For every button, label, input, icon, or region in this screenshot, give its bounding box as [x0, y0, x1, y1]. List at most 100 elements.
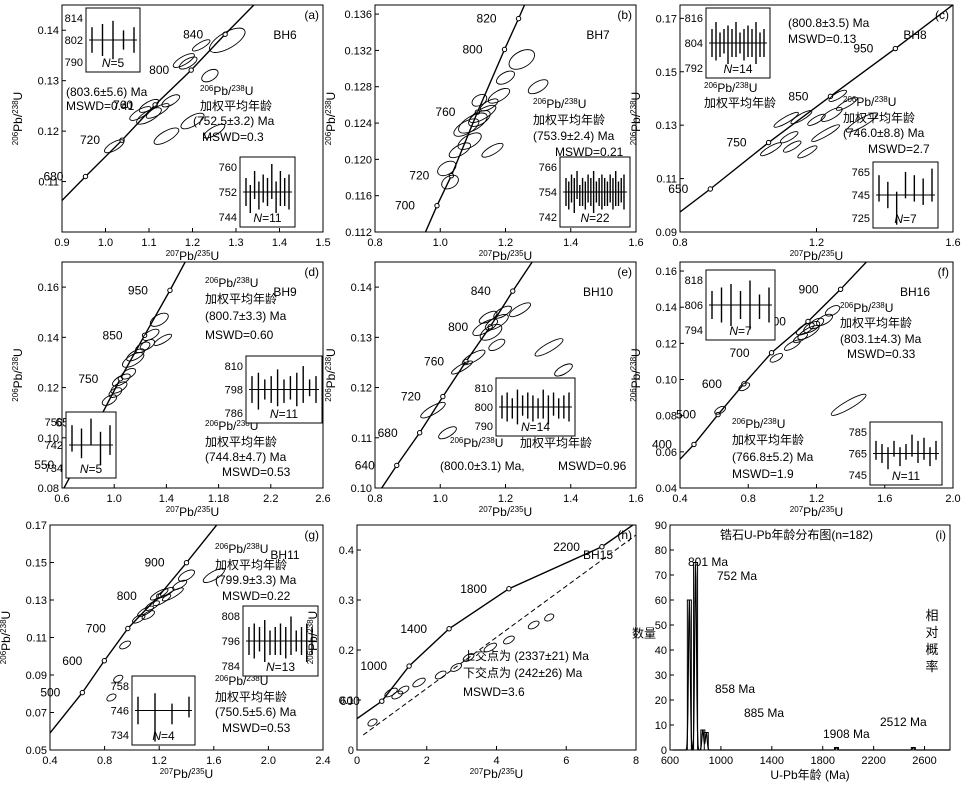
panel-f: 0.4 0.8 1.2 1.6 2.0 0.04 0.06 0.08 0.10 0.12 0.14 0…: [629, 261, 961, 520]
analysis-ellipse: [119, 640, 131, 650]
y-tick-label: 80: [655, 545, 667, 557]
annotation-label: 206Pb/238U: [450, 436, 503, 451]
panel-a: 0.9 1.0 1.1 1.2 1.3 1.4 1.5 0.11 0.12 0.13 0.14 207…: [11, 4, 331, 263]
concordia-age-label: 500: [676, 408, 696, 422]
annotation-age: (800.7±3.3) Ma: [205, 309, 287, 323]
age-marker: [183, 559, 190, 566]
plot-area: [50, 525, 225, 735]
inset-tick-label: 742: [539, 212, 557, 224]
plot-area: [380, 262, 573, 488]
y-tick-label: 0.2: [339, 645, 354, 657]
age-marker: [82, 173, 89, 180]
panel-i: 600 1000 1400 1800 2200 2600 0 10 20 30 40 50 60 70 80…: [632, 520, 951, 782]
analysis-ellipse: [792, 332, 808, 344]
y-tick-label: 20: [655, 695, 667, 707]
x-tick-label: 0.8: [741, 493, 756, 505]
inset-n-label: N=14: [723, 62, 752, 76]
analysis-ellipse: [820, 107, 843, 122]
concordia-age-label: 720: [80, 133, 100, 147]
concordia-age-label: 700: [395, 199, 415, 213]
peak-label: 858 Ma: [715, 682, 755, 696]
age-marker: [501, 46, 508, 53]
annotation-label: 206Pb/238U: [205, 276, 258, 291]
x-tick-label: 6: [563, 755, 569, 767]
y-tick-label: 0.16: [38, 282, 59, 294]
concordia-curve: [380, 262, 533, 488]
concordia-age-label: 680: [378, 426, 398, 440]
y-tick-label: 0.12: [38, 383, 59, 395]
analysis-ellipse: [508, 49, 536, 70]
y-tick-label: 0.12: [351, 383, 372, 395]
x-axis-label: 207Pb/235U: [790, 505, 843, 520]
y-tick-label: 0.17: [656, 13, 677, 25]
annotation-cn: 加权平均年龄: [215, 558, 287, 572]
age-marker: [440, 393, 446, 400]
x-tick-label: 1.1: [141, 237, 156, 249]
annotation-cn: 加权平均年龄: [200, 99, 272, 113]
annotation-mswd: MSWD=0.53: [222, 465, 291, 479]
y-tick-label: 0.10: [656, 375, 677, 387]
inset-tick-label: 766: [539, 162, 557, 174]
annotation-age: (800.0±3.1) Ma,: [440, 459, 525, 473]
annotation-age: (753.9±2.4) Ma: [533, 129, 615, 143]
inset-n-label: N=11: [253, 211, 281, 225]
analysis-ellipse: [120, 368, 137, 380]
panel-letter: (e): [617, 265, 632, 279]
concordia-age-label: 700: [730, 346, 750, 360]
inset-tick-label: 814: [65, 13, 83, 25]
concordia-curve: [680, 262, 868, 461]
concordia-age-label: 700: [86, 622, 106, 636]
x-tick-label: 0.6: [54, 493, 69, 505]
analysis-ellipse: [149, 312, 169, 327]
annotation-label: 206Pb/238U: [200, 84, 253, 99]
inset-n-label: N=14: [521, 420, 550, 434]
analysis-ellipse: [161, 587, 184, 602]
y-axis-label: 206Pb/238U: [324, 348, 339, 401]
concordia-age-label: 600: [340, 694, 360, 708]
x-tick-label: 2.0: [261, 755, 276, 767]
concordia-age-label: 820: [477, 12, 497, 26]
x-tick-label: 1.4: [159, 493, 174, 505]
analysis-ellipse: [714, 405, 727, 415]
concordia-age-label: 750: [78, 372, 98, 386]
age-marker: [188, 67, 194, 73]
analysis-ellipse: [493, 305, 512, 319]
inset-tick-label: 745: [852, 190, 870, 202]
x-tick-label: 2.6: [315, 493, 330, 505]
analysis-ellipse: [438, 426, 457, 440]
inset-tick-label: 744: [219, 212, 237, 224]
inset-n-label: N=13: [266, 660, 295, 674]
analysis-ellipse: [161, 94, 181, 108]
annotation-cn: 加权平均年龄: [843, 111, 915, 125]
y-tick-label: 0.124: [344, 118, 372, 130]
analysis-ellipse: [141, 610, 155, 620]
inset-tick-label: 785: [849, 427, 867, 439]
annotation-mswd: MSWD=0.22: [222, 589, 291, 603]
inset-tick-label: 765: [849, 449, 867, 461]
inset-tick-label: 800: [475, 402, 493, 414]
sample-name: BH16: [900, 285, 930, 299]
analysis-ellipse: [129, 106, 152, 121]
inset-plot: 758 746 734 N=4: [111, 675, 196, 746]
analysis-ellipse: [157, 586, 175, 599]
y-tick-label: 0.17: [26, 520, 47, 532]
analysis-ellipse: [468, 110, 491, 127]
annotation-mswd: MSWD=0.96: [558, 459, 627, 473]
inset-tick-label: 754: [539, 187, 557, 199]
age-marker: [510, 288, 516, 294]
concordia-age-label: 750: [727, 136, 747, 150]
analysis-ellipse: [457, 132, 482, 150]
analysis-ellipse: [139, 339, 156, 351]
analysis-ellipse: [412, 677, 426, 688]
inset-n-label: N=4: [152, 729, 175, 743]
annotation-cn: 加权平均年龄: [533, 113, 605, 127]
peak-label: 752 Ma: [717, 569, 757, 583]
right-axis-label: 率: [925, 659, 938, 674]
panel-letter: (a): [304, 8, 319, 22]
analysis-ellipse: [136, 107, 162, 125]
age-marker: [691, 441, 697, 448]
x-tick-label: 2.0: [945, 493, 960, 505]
right-axis-label: 对: [925, 625, 938, 640]
inset-tick-label: 725: [852, 213, 870, 225]
concordia-age-label: 950: [853, 42, 873, 56]
